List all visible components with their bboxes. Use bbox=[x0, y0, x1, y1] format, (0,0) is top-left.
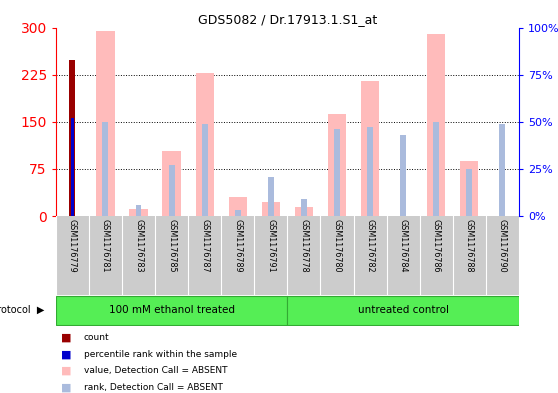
Text: GSM1176782: GSM1176782 bbox=[365, 219, 374, 272]
Text: GSM1176785: GSM1176785 bbox=[167, 219, 176, 272]
Bar bbox=[235, 211, 240, 216]
Text: GSM1176781: GSM1176781 bbox=[101, 219, 110, 272]
Text: GSM1176787: GSM1176787 bbox=[200, 219, 209, 272]
Bar bbox=[361, 81, 379, 216]
Bar bbox=[301, 199, 307, 216]
Bar bbox=[97, 31, 114, 216]
Bar bbox=[162, 151, 181, 216]
Text: ■: ■ bbox=[61, 349, 72, 360]
Bar bbox=[103, 122, 108, 216]
Text: GSM1176786: GSM1176786 bbox=[432, 219, 441, 272]
Text: GSM1176779: GSM1176779 bbox=[68, 219, 77, 272]
Bar bbox=[466, 169, 472, 216]
Bar bbox=[195, 73, 214, 216]
Text: count: count bbox=[84, 334, 109, 342]
Bar bbox=[268, 176, 274, 216]
Bar bbox=[367, 127, 373, 216]
Bar bbox=[56, 296, 287, 325]
Bar bbox=[328, 114, 346, 216]
Text: value, Detection Call = ABSENT: value, Detection Call = ABSENT bbox=[84, 367, 227, 375]
Bar bbox=[427, 34, 445, 216]
Text: protocol  ▶: protocol ▶ bbox=[0, 305, 45, 316]
Bar bbox=[499, 124, 506, 216]
Bar bbox=[460, 161, 478, 216]
Text: rank, Detection Call = ABSENT: rank, Detection Call = ABSENT bbox=[84, 383, 223, 392]
Bar bbox=[334, 129, 340, 216]
Text: GSM1176788: GSM1176788 bbox=[465, 219, 474, 272]
Text: ■: ■ bbox=[61, 333, 72, 343]
Text: GSM1176778: GSM1176778 bbox=[300, 219, 309, 272]
Text: ■: ■ bbox=[61, 382, 72, 393]
Bar bbox=[433, 122, 439, 216]
Bar bbox=[136, 205, 142, 216]
Text: GSM1176780: GSM1176780 bbox=[333, 219, 341, 272]
Title: GDS5082 / Dr.17913.1.S1_at: GDS5082 / Dr.17913.1.S1_at bbox=[198, 13, 377, 26]
Bar bbox=[400, 135, 406, 216]
Bar bbox=[69, 60, 75, 216]
Bar bbox=[69, 118, 75, 216]
Bar bbox=[295, 207, 313, 216]
Text: GSM1176789: GSM1176789 bbox=[233, 219, 242, 272]
Bar bbox=[201, 124, 208, 216]
Text: GSM1176783: GSM1176783 bbox=[134, 219, 143, 272]
Text: GSM1176784: GSM1176784 bbox=[398, 219, 408, 272]
Text: GSM1176790: GSM1176790 bbox=[498, 219, 507, 272]
Bar bbox=[70, 118, 74, 216]
Bar bbox=[262, 202, 280, 216]
Text: percentile rank within the sample: percentile rank within the sample bbox=[84, 350, 237, 359]
Bar bbox=[229, 197, 247, 216]
Text: untreated control: untreated control bbox=[358, 305, 449, 316]
Text: ■: ■ bbox=[61, 366, 72, 376]
Text: GSM1176791: GSM1176791 bbox=[266, 219, 275, 272]
Bar bbox=[129, 209, 148, 216]
Bar bbox=[169, 165, 175, 216]
Text: 100 mM ethanol treated: 100 mM ethanol treated bbox=[109, 305, 234, 316]
Bar bbox=[287, 296, 519, 325]
